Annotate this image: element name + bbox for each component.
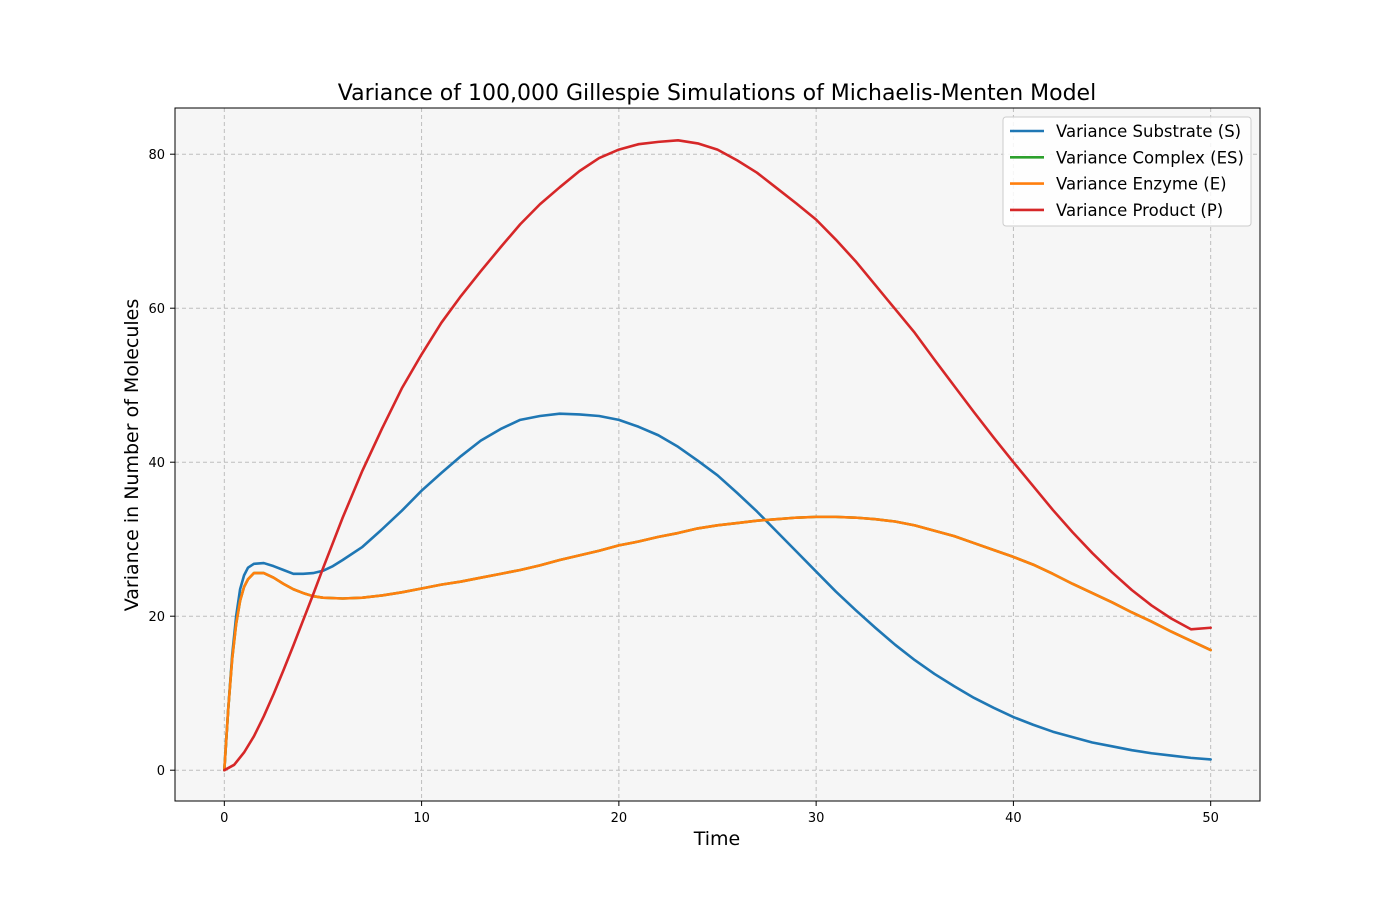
y-tick-label: 40 — [148, 456, 165, 471]
legend-label-3: Variance Product (P) — [1056, 201, 1223, 220]
series-line-3 — [223, 139, 1212, 772]
y-axis-ticks: 0 20 40 60 80 — [148, 148, 175, 779]
series-layer — [223, 139, 1212, 772]
x-tick-label: 20 — [611, 811, 628, 826]
x-tick-label: 50 — [1202, 811, 1219, 826]
x-tick-label: 40 — [1005, 811, 1022, 826]
chart-title: Variance of 100,000 Gillespie Simulation… — [338, 81, 1096, 106]
series-line-0 — [223, 412, 1212, 772]
x-axis-ticks: 0 10 20 30 40 50 — [220, 801, 1219, 826]
x-axis-label: Time — [693, 828, 741, 850]
legend-label-1: Variance Complex (ES) — [1056, 148, 1244, 167]
x-tick-label: 0 — [220, 811, 228, 826]
y-tick-label: 60 — [148, 302, 165, 317]
x-tick-label: 30 — [808, 811, 825, 826]
y-tick-label: 0 — [157, 764, 165, 779]
legend: Variance Substrate (S) Variance Complex (… — [1002, 116, 1252, 227]
x-tick-label: 10 — [413, 811, 430, 826]
plot-frame — [174, 107, 1261, 802]
legend-box — [1002, 116, 1252, 227]
y-axis-label: Variance in Number of Molecules — [121, 299, 143, 612]
legend-label-0: Variance Substrate (S) — [1056, 122, 1241, 141]
y-tick-label: 80 — [148, 148, 165, 163]
series-line-2 — [223, 515, 1212, 772]
legend-label-2: Variance Enzyme (E) — [1056, 175, 1227, 194]
y-tick-label: 20 — [148, 610, 165, 625]
